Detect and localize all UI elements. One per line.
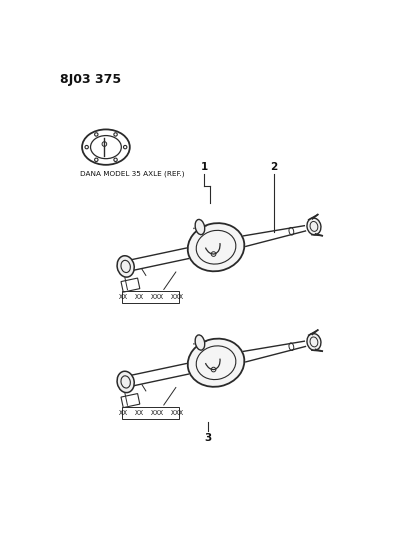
Ellipse shape [195,220,205,235]
Ellipse shape [307,334,321,350]
Ellipse shape [188,223,244,271]
Text: 1: 1 [201,161,208,172]
Text: XX  XX  XXX  XXX: XX XX XXX XXX [118,410,183,416]
Text: 2: 2 [270,161,278,172]
Ellipse shape [307,218,321,235]
Ellipse shape [195,335,205,350]
Text: XX  XX  XXX  XXX: XX XX XXX XXX [118,294,183,300]
Text: DANA MODEL 35 AXLE (REF.): DANA MODEL 35 AXLE (REF.) [80,170,184,177]
Text: 8J03 375: 8J03 375 [60,73,121,86]
Text: 3: 3 [205,433,212,443]
Ellipse shape [117,256,134,277]
Ellipse shape [188,338,244,387]
Ellipse shape [117,372,134,393]
